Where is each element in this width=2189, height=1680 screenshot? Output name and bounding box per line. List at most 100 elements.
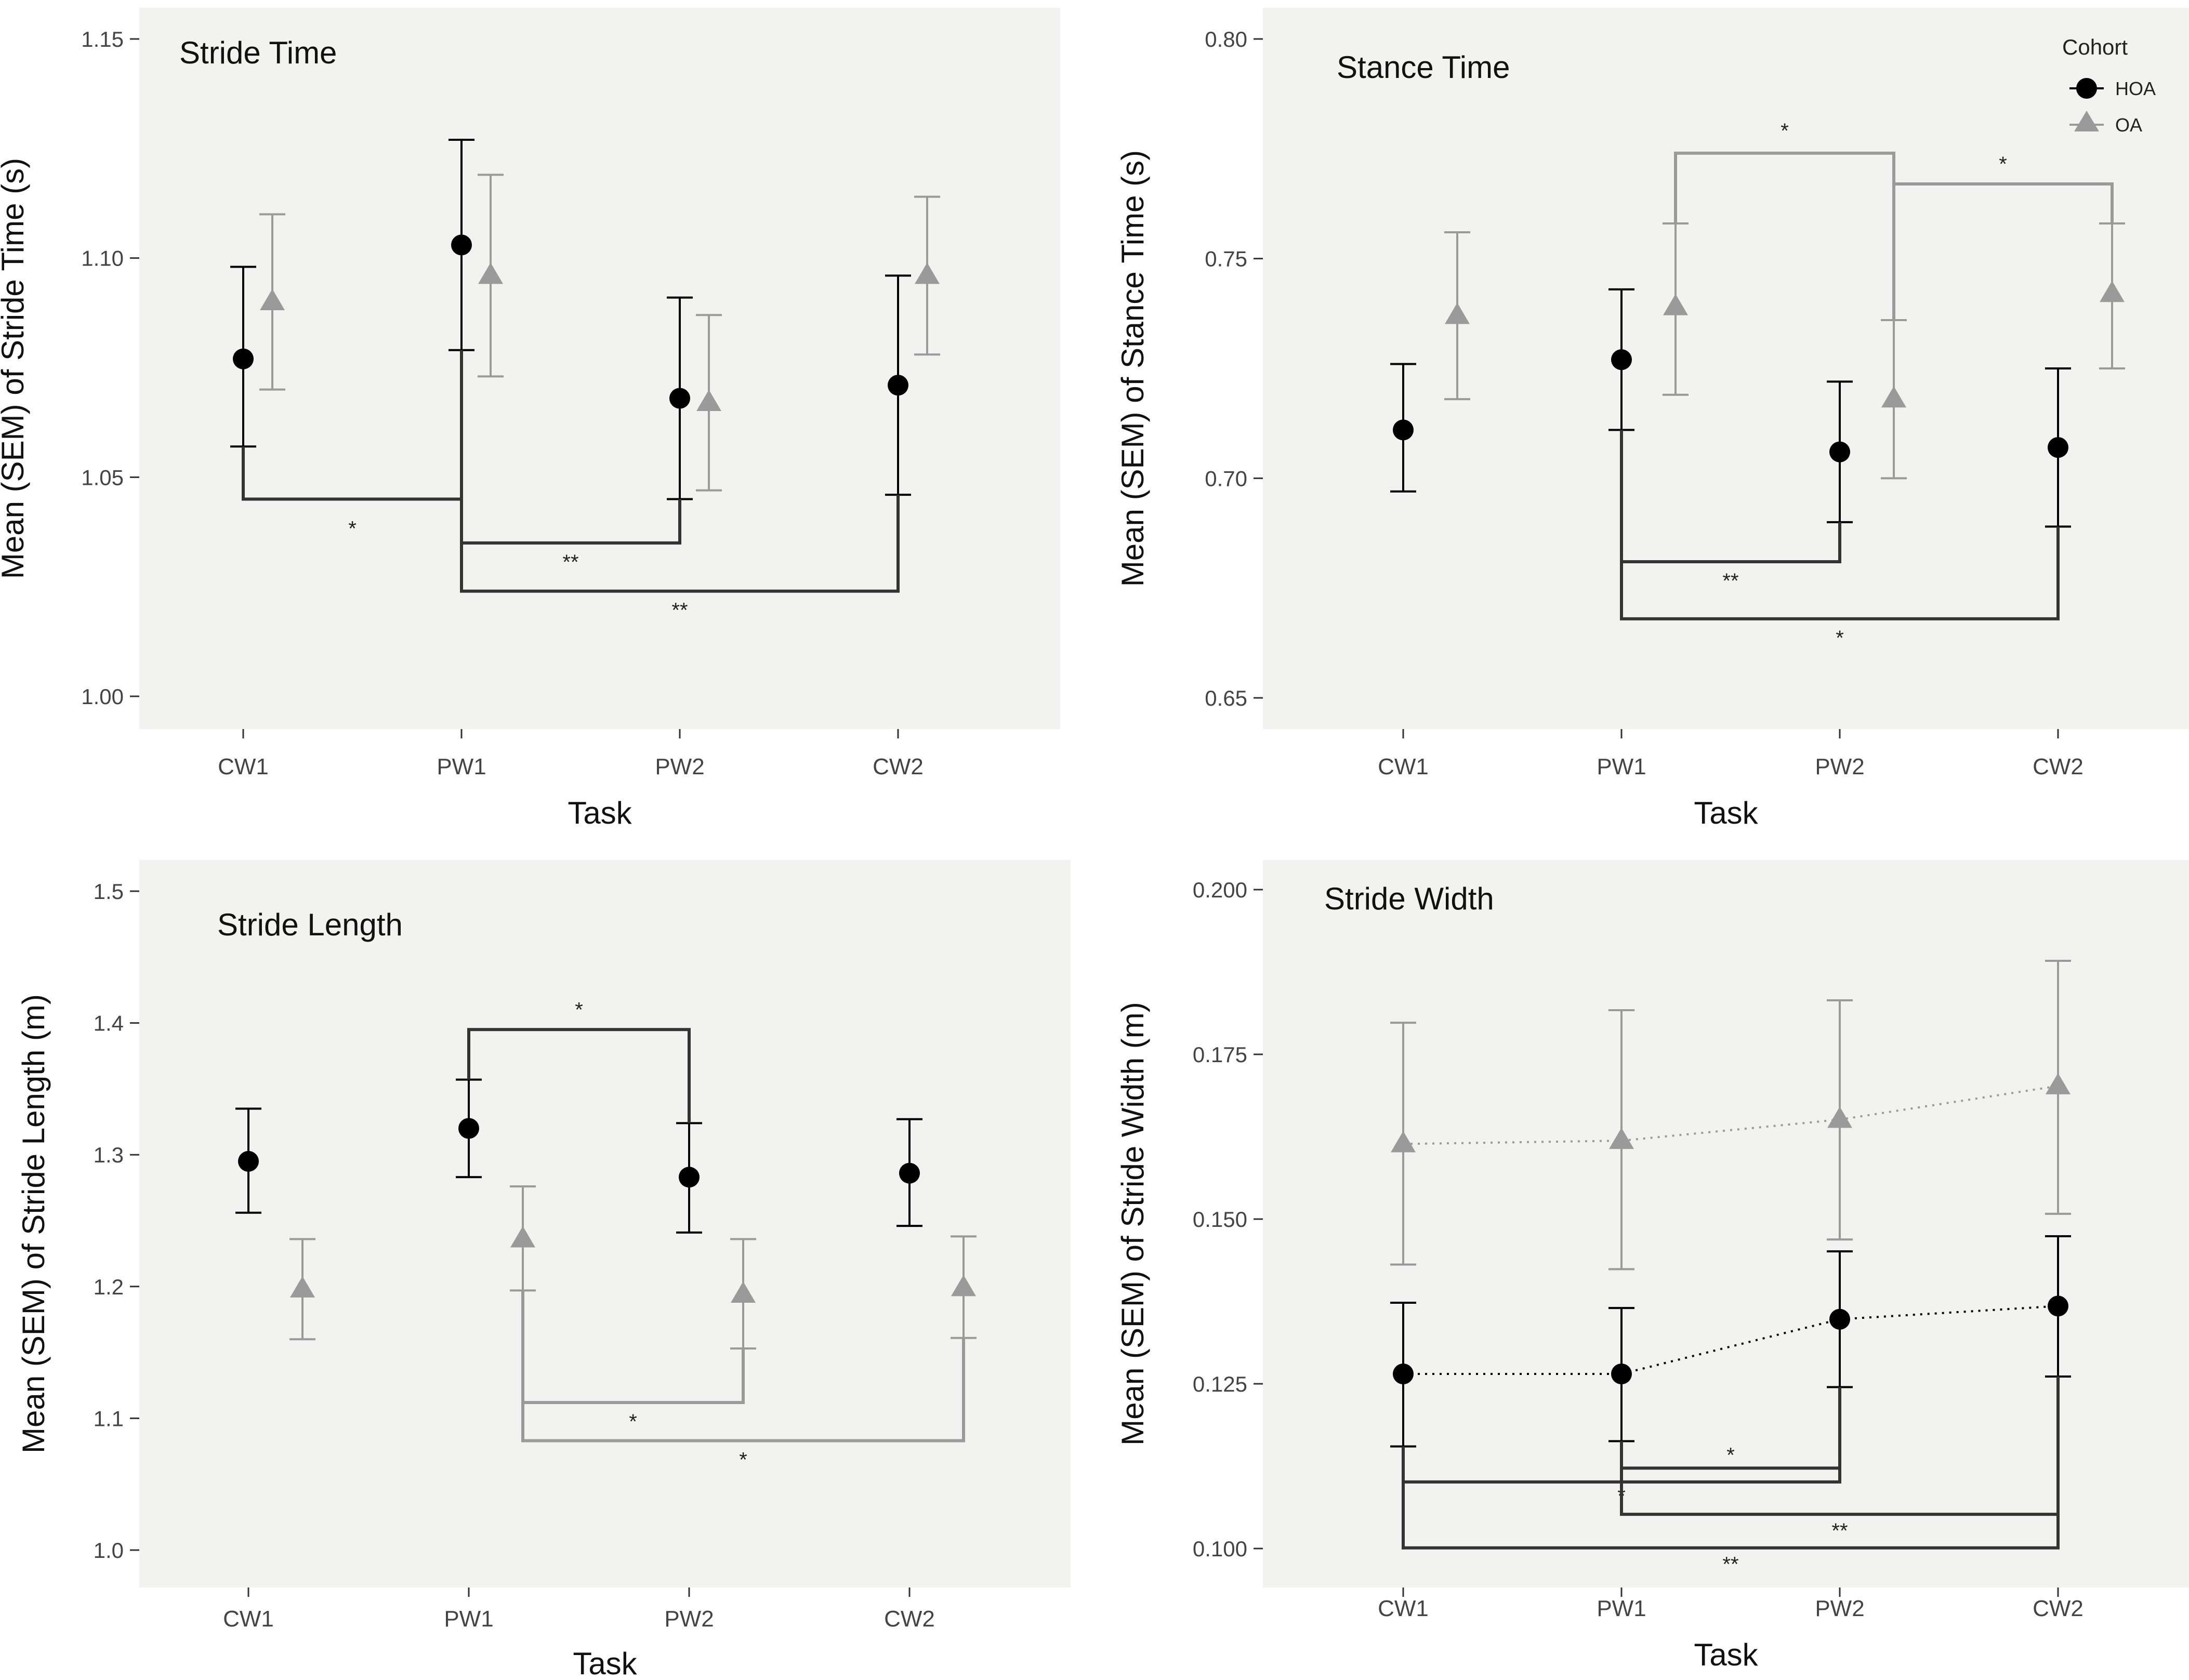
y-tick-label: 0.75 [1205, 247, 1247, 271]
point-oa-cw2 [915, 262, 940, 284]
point-hoa-pw2 [679, 1167, 700, 1188]
x-tick-label-pw1: PW1 [444, 1606, 493, 1632]
y-axis-label: Mean (SEM) of Stance Time (s) [1115, 150, 1150, 587]
point-hoa-cw2 [888, 375, 908, 396]
point-hoa-pw2 [1829, 1308, 1850, 1330]
x-tick-label-pw2: PW2 [1815, 1596, 1864, 1621]
point-hoa-cw2 [899, 1162, 920, 1184]
x-axis-label: Task [1694, 796, 1758, 830]
significance-label: * [739, 1449, 747, 1472]
legend-hoa-marker [2076, 78, 2097, 99]
point-oa-cw1 [290, 1276, 315, 1298]
point-oa-cw2 [951, 1275, 976, 1297]
series-line-hoa [1403, 1305, 2059, 1375]
significance-label: * [1999, 153, 2007, 176]
panel-stance-time: 0.65 0.70 0.75 0.80 CW1 PW1 PW2 CW2 Task Mean (SE… [1115, 8, 2189, 830]
significance-label: * [575, 998, 583, 1021]
x-tick-label-pw1: PW1 [437, 754, 486, 779]
x-tick-label-pw1: PW1 [1597, 1596, 1646, 1621]
point-hoa-pw2 [1829, 441, 1850, 462]
point-oa-pw2 [731, 1281, 756, 1303]
significance-label: * [629, 1410, 637, 1433]
y-tick-label: 0.80 [1205, 27, 1247, 51]
x-tick-label-pw2: PW2 [655, 754, 704, 779]
point-hoa-cw1 [1393, 1363, 1414, 1384]
y-tick-label: 1.10 [81, 246, 124, 271]
significance-bracket [460, 350, 900, 593]
x-tick-label-cw1: CW1 [1378, 754, 1429, 779]
legend-title: Cohort [2062, 35, 2128, 59]
chart-title: Stride Time [179, 35, 337, 70]
point-hoa-cw2 [2048, 1295, 2068, 1317]
series-line-oa [1403, 1084, 2059, 1145]
point-oa-pw1 [510, 1226, 535, 1248]
significance-label: ** [1831, 1519, 1848, 1542]
y-axis-label: Mean (SEM) of Stride Length (m) [16, 994, 51, 1453]
x-tick-label-cw2: CW2 [884, 1606, 935, 1632]
point-oa-cw1 [1391, 1131, 1416, 1153]
significance-label: ** [1722, 1553, 1738, 1576]
x-tick-label-pw2: PW2 [664, 1606, 714, 1632]
significance-label: ** [562, 551, 578, 574]
point-hoa-pw1 [1611, 1363, 1632, 1384]
significance-bracket [1402, 1377, 2060, 1550]
point-oa-pw2 [1827, 1106, 1852, 1128]
significance-label: * [1726, 1444, 1735, 1466]
point-hoa-cw1 [233, 348, 254, 369]
point-hoa-pw2 [669, 388, 690, 409]
y-tick-label: 1.0 [94, 1538, 124, 1563]
significance-label: * [1836, 627, 1844, 650]
plot-background [139, 8, 1060, 729]
x-tick-label-cw1: CW1 [223, 1606, 274, 1632]
plot-background [1263, 8, 2189, 729]
legend-oa-marker [2074, 111, 2099, 131]
y-tick-label: 1.1 [94, 1406, 124, 1431]
panel-stride-width: 0.100 0.125 0.150 0.175 0.200 CW1 PW1 PW2 CW2 Tas… [1115, 860, 2189, 1672]
significance-bracket [521, 1290, 965, 1443]
x-tick-label-pw2: PW2 [1815, 754, 1864, 779]
x-tick-label-cw1: CW1 [218, 754, 269, 779]
chart-title: Stride Length [217, 907, 403, 942]
x-tick-label-cw2: CW2 [2033, 754, 2083, 779]
y-tick-label: 0.125 [1193, 1372, 1247, 1396]
significance-bracket [1620, 430, 2060, 620]
y-tick-label: 1.4 [94, 1011, 124, 1036]
y-tick-label: 1.15 [81, 27, 124, 51]
point-oa-cw1 [260, 289, 285, 310]
point-oa-pw1 [478, 262, 503, 284]
significance-label: * [1781, 120, 1789, 142]
significance-label: * [348, 518, 357, 540]
y-tick-label: 0.175 [1193, 1042, 1247, 1067]
point-hoa-pw1 [458, 1118, 479, 1139]
y-tick-label: 0.65 [1205, 686, 1247, 710]
panel-stride-length: 1.0 1.1 1.2 1.3 1.4 1.5 CW1 PW1 PW2 CW2 Task Mean (… [16, 860, 1071, 1680]
plot-background [1263, 860, 2189, 1588]
point-hoa-cw1 [1393, 419, 1414, 441]
legend-label-hoa: HOA [2115, 78, 2156, 99]
y-tick-label: 1.5 [94, 879, 124, 904]
x-axis-label: Task [568, 796, 632, 830]
x-tick-label-pw1: PW1 [1597, 754, 1646, 779]
chart-title: Stride Width [1324, 881, 1494, 916]
y-tick-label: 1.05 [81, 465, 124, 490]
y-tick-label: 0.100 [1193, 1537, 1247, 1561]
point-hoa-cw2 [2048, 437, 2068, 458]
y-tick-label: 1.2 [94, 1275, 124, 1299]
x-axis-label: Task [1694, 1637, 1758, 1672]
point-hoa-pw1 [451, 234, 472, 256]
y-tick-label: 0.150 [1193, 1207, 1247, 1232]
point-oa-pw1 [1663, 294, 1688, 315]
x-tick-label-cw2: CW2 [873, 754, 924, 779]
point-oa-pw2 [1881, 386, 1906, 408]
y-axis-label: Mean (SEM) of Stride Width (m) [1115, 1002, 1150, 1446]
plot-background [139, 860, 1071, 1588]
x-tick-label-cw1: CW1 [1378, 1596, 1429, 1621]
legend: Cohort HOA OA [2048, 18, 2175, 143]
x-tick-label-cw2: CW2 [2033, 1596, 2083, 1621]
point-oa-cw2 [2046, 1073, 2071, 1094]
y-tick-label: 1.00 [81, 684, 124, 709]
y-axis-label: Mean (SEM) of Stride Time (s) [0, 158, 30, 579]
significance-bracket [467, 1028, 691, 1123]
panel-stride-time: 1.00 1.05 1.10 1.15 CW1 PW1 PW2 CW2 Task Mean (SE… [0, 8, 1060, 830]
